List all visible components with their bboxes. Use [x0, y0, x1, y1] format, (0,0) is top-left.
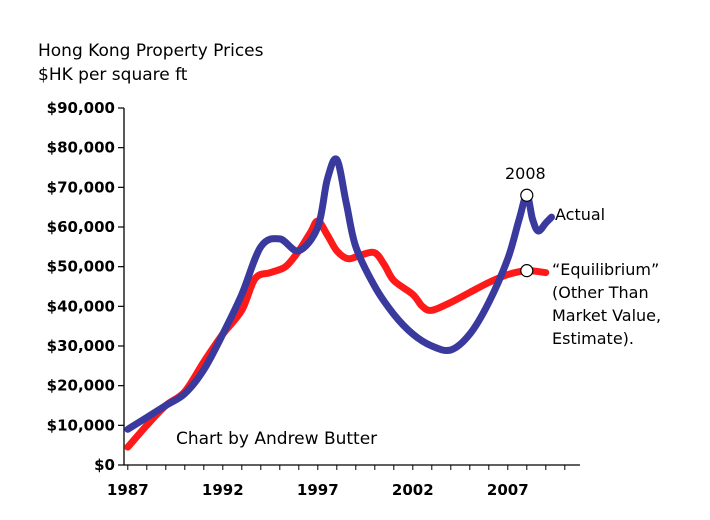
x-axis-ticks: 1987 1992 1997 2002 2007 [107, 465, 566, 499]
legend-label-equilibrium-3: Market Value, [552, 306, 661, 325]
marker-2008-actual [520, 188, 534, 202]
legend-label-equilibrium-1: “Equilibrium” [552, 260, 659, 279]
series-line-equilibrium [124, 217, 550, 451]
y-tick-label: $10,000 [47, 416, 115, 434]
y-tick-label: $20,000 [47, 377, 115, 395]
legend-label-actual: Actual [555, 205, 605, 224]
x-tick-label: 1997 [297, 481, 339, 499]
x-tick-label: 2002 [392, 481, 434, 499]
y-tick-label: $40,000 [47, 297, 115, 315]
chart-credit: Chart by Andrew Butter [176, 429, 377, 449]
y-tick-label: $60,000 [47, 218, 115, 236]
series-line-actual [124, 155, 555, 433]
x-tick-label: 1992 [202, 481, 244, 499]
y-tick-label: $90,000 [47, 99, 115, 117]
chart-subtitle: $HK per square ft [38, 65, 188, 85]
y-tick-label: $70,000 [47, 178, 115, 196]
marker-year-label: 2008 [505, 164, 546, 183]
y-tick-label: $50,000 [47, 258, 115, 276]
y-axis-ticks: $0 $10,000 $20,000 $30,000 $40,000 $50,000 $60… [47, 99, 124, 474]
y-tick-label: $80,000 [47, 139, 115, 157]
y-tick-label: $0 [94, 456, 115, 474]
legend-label-equilibrium-2: (Other Than [552, 283, 649, 302]
x-tick-label: 2007 [487, 481, 529, 499]
marker-2008-equilibrium [520, 264, 534, 278]
y-tick-label: $30,000 [47, 337, 115, 355]
legend-label-equilibrium-4: Estimate). [552, 329, 634, 348]
x-tick-label: 1987 [107, 481, 149, 499]
chart-title: Hong Kong Property Prices [38, 41, 264, 61]
